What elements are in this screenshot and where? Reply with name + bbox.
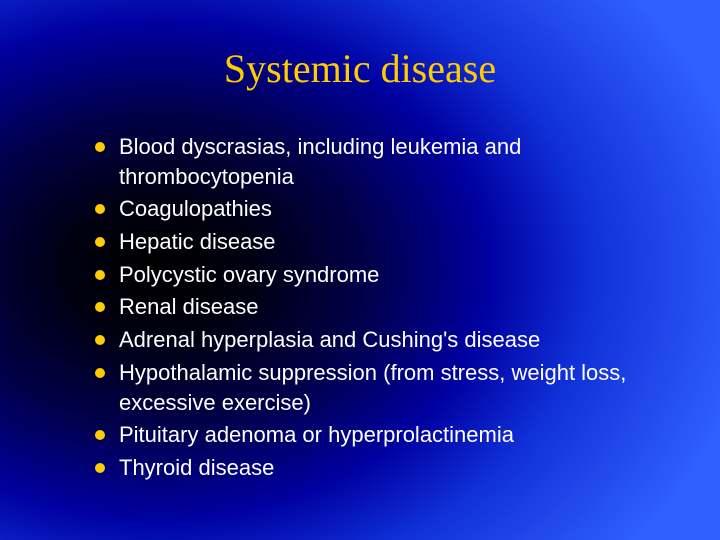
list-item: Pituitary adenoma or hyperprolactinemia: [95, 420, 670, 450]
list-item: Polycystic ovary syndrome: [95, 260, 670, 290]
slide-title: Systemic disease: [50, 45, 670, 92]
bullet-list: Blood dyscrasias, including leukemia and…: [70, 132, 670, 483]
list-item: Coagulopathies: [95, 194, 670, 224]
list-item: Adrenal hyperplasia and Cushing's diseas…: [95, 325, 670, 355]
list-item: Thyroid disease: [95, 453, 670, 483]
list-item: Renal disease: [95, 292, 670, 322]
slide: Systemic disease Blood dyscrasias, inclu…: [0, 0, 720, 540]
list-item: Hepatic disease: [95, 227, 670, 257]
list-item: Blood dyscrasias, including leukemia and…: [95, 132, 670, 191]
list-item: Hypothalamic suppression (from stress, w…: [95, 358, 670, 417]
